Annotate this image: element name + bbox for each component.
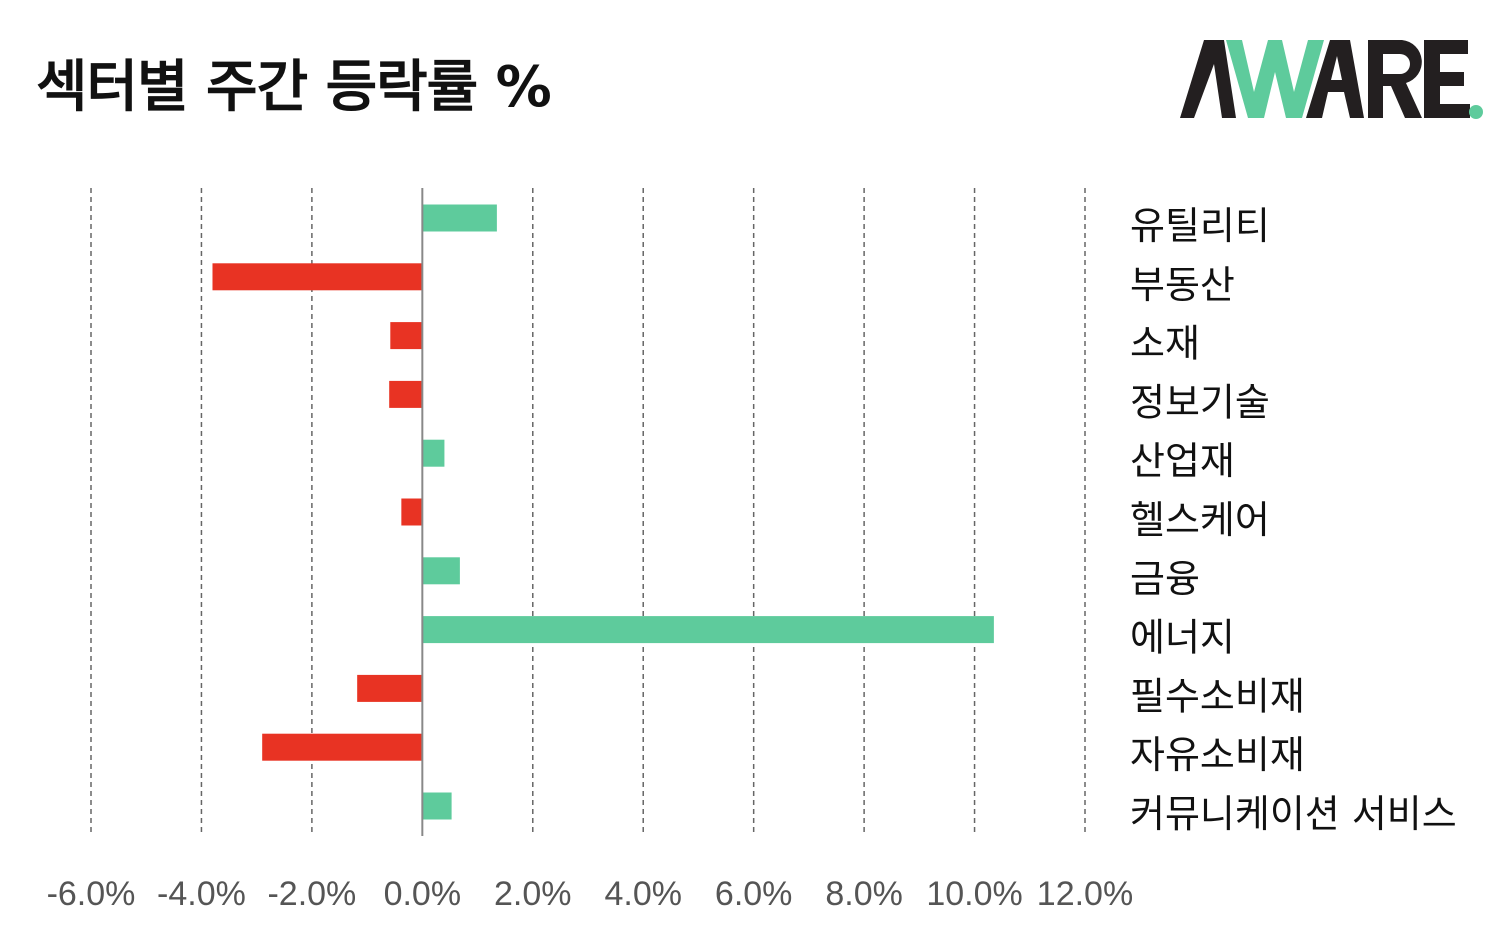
- bars: [212, 204, 994, 820]
- bar: [401, 498, 423, 526]
- bar: [422, 439, 445, 467]
- category-label: 에너지: [1130, 616, 1235, 660]
- category-label: 금융: [1130, 557, 1200, 601]
- bar: [357, 674, 423, 702]
- category-label: 필수소비재: [1130, 674, 1305, 718]
- x-tick-label: 2.0%: [494, 875, 572, 913]
- bar: [262, 733, 423, 761]
- x-tick-label: -4.0%: [157, 875, 246, 913]
- category-label: 헬스케어: [1130, 498, 1270, 542]
- logo-dot: [1469, 105, 1483, 119]
- logo-letter-e: [1424, 40, 1470, 118]
- category-label: 자유소비재: [1130, 733, 1305, 777]
- x-tick-label: 6.0%: [715, 875, 793, 913]
- x-tick-label: 10.0%: [926, 875, 1022, 913]
- logo-letter-w: [1226, 40, 1324, 118]
- x-tick-labels: -6.0% -4.0% -2.0% 0.0% 2.0% 4.0% 6.0% 8.0% 10.0%…: [47, 875, 1134, 913]
- category-label: 소재: [1130, 322, 1200, 366]
- category-label: 정보기술: [1130, 380, 1270, 424]
- chart-title: 섹터별 주간 등락률 %: [36, 55, 552, 120]
- grid-lines: [90, 188, 1086, 836]
- aware-logo: [1180, 40, 1483, 119]
- x-tick-label: -2.0%: [267, 875, 356, 913]
- x-tick-label: -6.0%: [47, 875, 136, 913]
- x-tick-label: 4.0%: [604, 875, 682, 913]
- category-label: 부동산: [1130, 263, 1235, 307]
- x-tick-label: 0.0%: [384, 875, 462, 913]
- x-tick-label: 12.0%: [1037, 875, 1133, 913]
- x-tick-label: 8.0%: [825, 875, 903, 913]
- logo-letter-r: [1368, 40, 1422, 118]
- category-label: 커뮤니케이션 서비스: [1130, 792, 1457, 836]
- logo-letter-a: [1180, 40, 1236, 118]
- bar: [422, 616, 994, 644]
- bar: [212, 263, 423, 291]
- bar: [422, 204, 497, 232]
- category-label: 산업재: [1130, 439, 1235, 483]
- bar: [390, 322, 423, 350]
- bar: [422, 792, 452, 820]
- bar: [422, 557, 460, 585]
- category-label: 유틸리티: [1130, 204, 1270, 248]
- bar: [389, 380, 423, 408]
- category-labels: 유틸리티부동산소재정보기술산업재헬스케어금융에너지필수소비재자유소비재커뮤니케이…: [1130, 204, 1457, 836]
